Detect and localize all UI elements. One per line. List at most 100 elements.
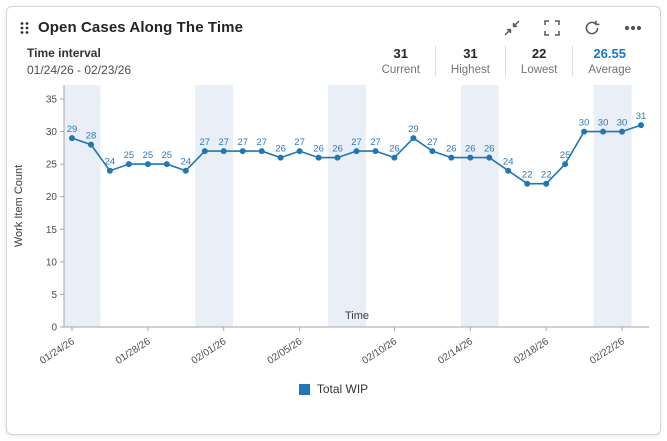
point-label: 25 [560, 150, 571, 161]
x-tick-label: 02/01/26 [190, 336, 229, 367]
data-point[interactable] [334, 154, 341, 161]
stat-label: Average [588, 64, 631, 76]
data-point[interactable] [562, 161, 569, 168]
data-point[interactable] [410, 135, 417, 142]
data-point[interactable] [201, 148, 208, 155]
data-point[interactable] [429, 148, 436, 155]
data-point[interactable] [296, 148, 303, 155]
y-tick-label: 15 [46, 225, 58, 236]
widget-subheader: Time interval 01/24/26 - 02/23/26 31 Curr… [7, 42, 660, 79]
point-label: 26 [313, 144, 324, 155]
y-tick-label: 5 [51, 290, 57, 301]
stat-average: 26.55 Average [572, 46, 646, 76]
point-label: 30 [598, 118, 609, 129]
point-label: 26 [332, 144, 343, 155]
data-point[interactable] [239, 148, 246, 155]
stats-row: 31 Current 31 Highest 22 Lowest 26.55 Average [367, 46, 646, 76]
data-point[interactable] [505, 167, 512, 174]
y-tick-label: 25 [46, 160, 58, 171]
point-label: 27 [351, 137, 362, 148]
data-point[interactable] [372, 148, 379, 155]
data-point[interactable] [277, 154, 284, 161]
more-options-icon[interactable] [624, 20, 642, 36]
drag-handle-icon[interactable] [19, 20, 30, 36]
data-point[interactable] [106, 167, 113, 174]
stat-label: Highest [450, 64, 490, 76]
fullscreen-icon[interactable] [544, 19, 560, 36]
point-label: 30 [579, 118, 590, 129]
data-point[interactable] [353, 148, 360, 155]
point-label: 22 [522, 170, 533, 181]
x-tick-label: 01/24/26 [38, 336, 77, 367]
weekend-band [460, 85, 499, 327]
data-point[interactable] [486, 154, 493, 161]
minimize-icon[interactable] [504, 19, 520, 36]
stat-lowest: 22 Lowest [504, 46, 572, 76]
y-tick-label: 30 [46, 127, 58, 138]
weekend-band [195, 85, 234, 327]
weekend-band [64, 85, 101, 327]
data-point[interactable] [258, 148, 265, 155]
point-label: 24 [181, 157, 192, 168]
data-point[interactable] [448, 154, 455, 161]
stat-value: 31 [393, 46, 408, 61]
legend-label-total-wip: Total WIP [316, 382, 369, 396]
data-point[interactable] [619, 128, 625, 135]
point-label: 27 [218, 137, 229, 148]
data-point[interactable] [125, 161, 132, 168]
point-label: 31 [636, 111, 647, 122]
x-tick-label: 02/10/26 [360, 336, 399, 367]
widget-card: Open Cases Along The Time [6, 6, 661, 435]
point-label: 28 [86, 131, 97, 142]
point-label: 27 [256, 137, 267, 148]
time-interval-label: Time interval [27, 46, 101, 60]
point-label: 27 [294, 137, 305, 148]
x-tick-label: 02/18/26 [512, 336, 551, 367]
widget-title: Open Cases Along The Time [38, 19, 244, 36]
x-tick-label: 02/22/26 [588, 336, 627, 367]
point-label: 26 [484, 144, 495, 155]
x-tick-label: 02/14/26 [436, 336, 475, 367]
data-point[interactable] [144, 161, 151, 168]
x-tick-label: 02/05/26 [266, 336, 305, 367]
data-point[interactable] [600, 128, 607, 135]
point-label: 26 [275, 144, 286, 155]
data-point[interactable] [467, 154, 474, 161]
stat-value: 26.55 [593, 46, 626, 61]
point-label: 27 [237, 137, 248, 148]
point-label: 26 [465, 144, 476, 155]
weekend-band [328, 85, 366, 327]
stat-label: Current [381, 64, 420, 76]
chart-area: 0 5 10 15 20 25 30 35 01/24/26 01/28/26 02/01/26 02… [7, 79, 660, 384]
data-point[interactable] [220, 148, 227, 155]
y-axis-title: Work Item Count [13, 165, 25, 247]
data-point[interactable] [638, 122, 644, 129]
data-point[interactable] [163, 161, 170, 168]
stat-value: 31 [463, 46, 478, 61]
point-label: 24 [105, 157, 116, 168]
refresh-icon[interactable] [584, 20, 600, 36]
data-point[interactable] [543, 180, 550, 187]
data-point[interactable] [182, 167, 189, 174]
time-interval-range: 01/24/26 - 02/23/26 [27, 63, 132, 77]
y-tick-label: 0 [51, 323, 57, 334]
data-point[interactable] [69, 135, 75, 142]
weekend-band [593, 85, 632, 327]
data-point[interactable] [315, 154, 322, 161]
stat-label: Lowest [520, 64, 558, 76]
data-point[interactable] [524, 180, 531, 187]
widget-header: Open Cases Along The Time [7, 7, 660, 42]
x-axis-title: Time [345, 310, 369, 322]
point-label: 24 [503, 157, 514, 168]
data-point[interactable] [391, 154, 398, 161]
y-tick-label: 20 [46, 192, 58, 203]
point-label: 25 [162, 150, 173, 161]
widget-toolbar [504, 19, 642, 36]
x-tick-label: 01/28/26 [114, 336, 153, 367]
point-label: 25 [143, 150, 154, 161]
chart-legend: Total WIP [7, 382, 660, 396]
legend-swatch-total-wip [298, 383, 310, 395]
data-point[interactable] [581, 128, 588, 135]
time-interval: Time interval 01/24/26 - 02/23/26 [27, 46, 131, 77]
data-point[interactable] [88, 141, 94, 148]
